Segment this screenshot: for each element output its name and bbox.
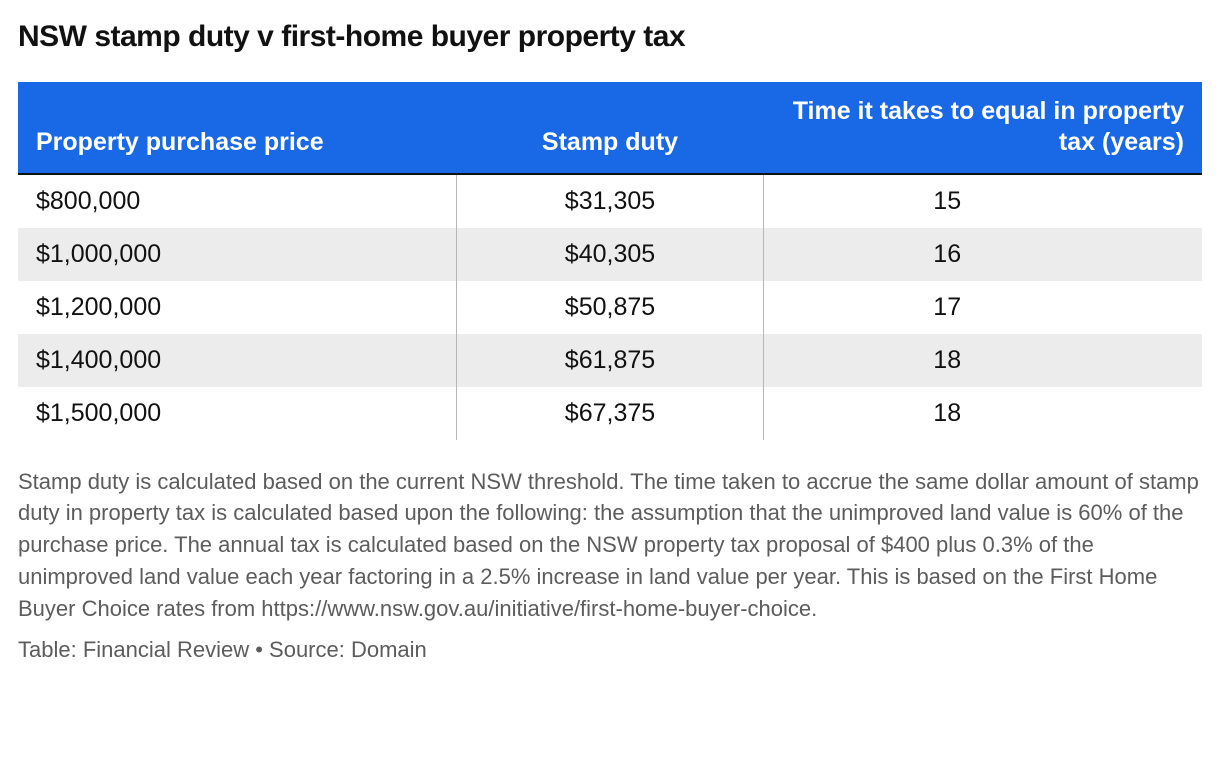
table-row: $1,400,000$61,87518	[18, 334, 1202, 387]
cell-price: $1,200,000	[18, 281, 456, 334]
table-header-row: Property purchase price Stamp duty Time …	[18, 82, 1202, 174]
cell-years: 18	[764, 334, 1202, 387]
cell-years: 17	[764, 281, 1202, 334]
col-header-years: Time it takes to equal in property tax (…	[764, 82, 1202, 174]
footnote-text: Stamp duty is calculated based on the cu…	[18, 466, 1202, 625]
cell-years: 16	[764, 228, 1202, 281]
cell-duty: $50,875	[456, 281, 764, 334]
table-row: $1,000,000$40,30516	[18, 228, 1202, 281]
table-row: $1,200,000$50,87517	[18, 281, 1202, 334]
table-row: $800,000$31,30515	[18, 174, 1202, 228]
page-title: NSW stamp duty v first-home buyer proper…	[18, 20, 1202, 54]
cell-price: $1,500,000	[18, 387, 456, 440]
table-row: $1,500,000$67,37518	[18, 387, 1202, 440]
cell-years: 15	[764, 174, 1202, 228]
cell-years: 18	[764, 387, 1202, 440]
col-header-price: Property purchase price	[18, 82, 456, 174]
cell-duty: $61,875	[456, 334, 764, 387]
col-header-duty: Stamp duty	[456, 82, 764, 174]
cell-duty: $40,305	[456, 228, 764, 281]
cell-duty: $31,305	[456, 174, 764, 228]
comparison-table: Property purchase price Stamp duty Time …	[18, 82, 1202, 440]
cell-price: $1,400,000	[18, 334, 456, 387]
attribution-text: Table: Financial Review • Source: Domain	[18, 637, 1202, 663]
cell-duty: $67,375	[456, 387, 764, 440]
cell-price: $800,000	[18, 174, 456, 228]
cell-price: $1,000,000	[18, 228, 456, 281]
